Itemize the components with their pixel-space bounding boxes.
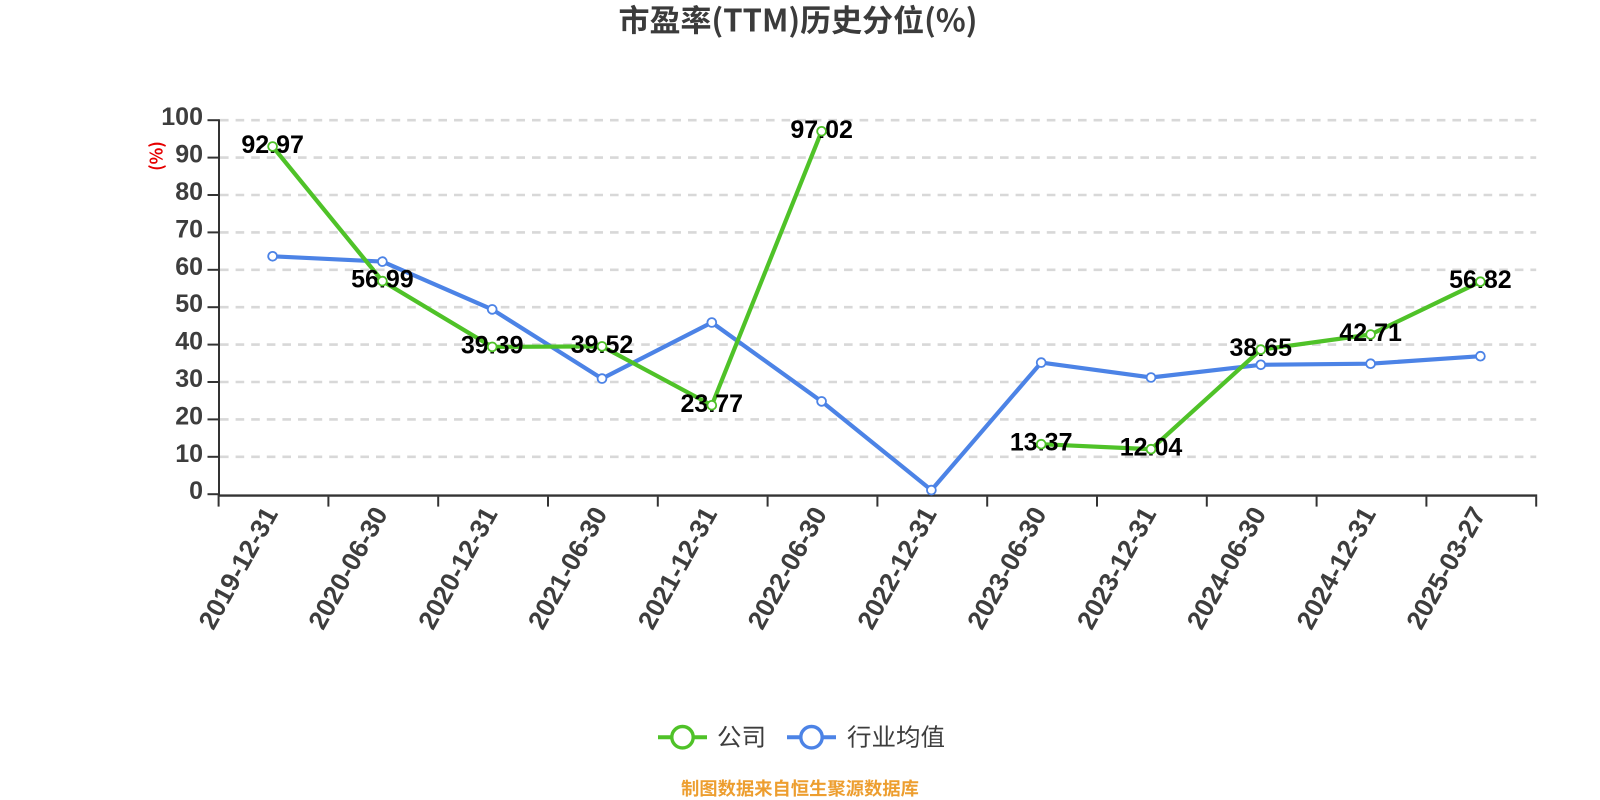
svg-text:70: 70 — [175, 215, 203, 243]
svg-text:50: 50 — [175, 290, 203, 318]
svg-text:0: 0 — [189, 477, 203, 505]
svg-text:90: 90 — [175, 141, 203, 169]
svg-text:80: 80 — [175, 178, 203, 206]
svg-text:30: 30 — [175, 365, 203, 393]
svg-text:40: 40 — [175, 328, 203, 356]
svg-text:60: 60 — [175, 253, 203, 281]
svg-text:10: 10 — [175, 440, 203, 468]
svg-text:100: 100 — [161, 103, 203, 131]
svg-text:20: 20 — [175, 402, 203, 430]
